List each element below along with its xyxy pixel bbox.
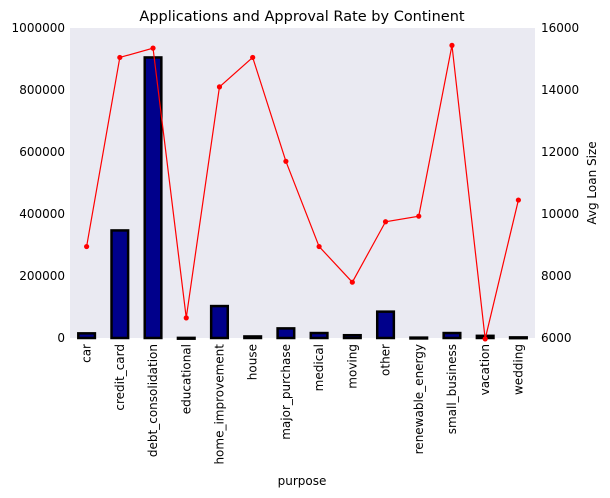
bar-wedding bbox=[508, 336, 528, 340]
line-point-other bbox=[382, 219, 389, 225]
right-tick-label: 8000 bbox=[541, 269, 572, 283]
line-point-educational bbox=[183, 315, 189, 321]
x-tick-label: car bbox=[80, 344, 94, 363]
right-tick-label: 14000 bbox=[541, 83, 579, 97]
bar-small_business bbox=[442, 331, 462, 340]
left-tick-label: 400000 bbox=[19, 207, 65, 221]
bar-series bbox=[77, 56, 528, 340]
bar-renewable_energy bbox=[409, 336, 429, 340]
line-point-credit_card bbox=[117, 54, 123, 61]
line-point-wedding bbox=[515, 197, 521, 203]
plot-background bbox=[70, 28, 535, 338]
right-tick-label: 12000 bbox=[541, 145, 579, 159]
x-tick-label: renewable_energy bbox=[412, 344, 426, 454]
right-tick-label: 10000 bbox=[541, 207, 579, 221]
bar-other bbox=[375, 310, 396, 340]
bar-home_improvement bbox=[209, 304, 230, 340]
bar-moving bbox=[342, 333, 362, 340]
bar-educational bbox=[176, 336, 196, 340]
line-series bbox=[84, 42, 521, 342]
x-tick-label: small_business bbox=[445, 344, 459, 434]
left-tick-label: 200000 bbox=[19, 269, 65, 283]
x-tick-label: other bbox=[379, 344, 393, 376]
bar-car bbox=[77, 332, 97, 340]
right-tick-label: 16000 bbox=[541, 21, 579, 35]
line-point-renewable_energy bbox=[416, 213, 422, 219]
line-point-home_improvement bbox=[216, 84, 223, 90]
line-path bbox=[86, 45, 519, 340]
line-point-vacation bbox=[482, 336, 488, 342]
x-tick-label: moving bbox=[345, 344, 359, 389]
line-point-small_business bbox=[449, 42, 455, 48]
line-point-car bbox=[84, 243, 90, 250]
x-tick-label: major_purchase bbox=[279, 344, 293, 440]
line-point-debt_consolidation bbox=[150, 45, 156, 51]
bar-medical bbox=[309, 331, 329, 340]
x-tick-label: debt_consolidation bbox=[146, 344, 160, 457]
right-axis-title: Avg Loan Size bbox=[585, 141, 599, 224]
line-point-house bbox=[250, 54, 256, 61]
chart-title: Applications and Approval Rate by Contin… bbox=[139, 9, 464, 25]
bar-house bbox=[243, 335, 263, 340]
x-tick-label: educational bbox=[179, 344, 193, 414]
line-point-medical bbox=[316, 243, 322, 250]
x-tick-label: credit_card bbox=[113, 344, 127, 411]
bar-credit_card bbox=[110, 229, 130, 340]
left-tick-label: 600000 bbox=[19, 145, 65, 159]
bar-debt_consolidation bbox=[143, 56, 163, 340]
left-axis: 0 200000 400000 600000 800000 1000000 bbox=[12, 21, 65, 345]
left-tick-label: 800000 bbox=[19, 83, 65, 97]
x-axis: car credit_card debt_consolidation educatio… bbox=[80, 344, 526, 465]
right-axis: 6000 8000 10000 12000 14000 16000 bbox=[541, 21, 579, 345]
x-tick-label: wedding bbox=[511, 344, 525, 395]
line-point-major_purchase bbox=[283, 158, 289, 164]
x-axis-title: purpose bbox=[278, 474, 327, 488]
bar-major_purchase bbox=[276, 327, 296, 340]
left-tick-label: 1000000 bbox=[12, 21, 65, 35]
x-tick-label: house bbox=[246, 344, 260, 380]
right-tick-label: 6000 bbox=[541, 331, 572, 345]
x-tick-label: medical bbox=[312, 344, 326, 391]
line-point-moving bbox=[349, 279, 355, 285]
x-tick-label: home_improvement bbox=[212, 344, 226, 465]
x-tick-label: vacation bbox=[478, 344, 492, 395]
left-tick-label: 0 bbox=[57, 331, 65, 345]
